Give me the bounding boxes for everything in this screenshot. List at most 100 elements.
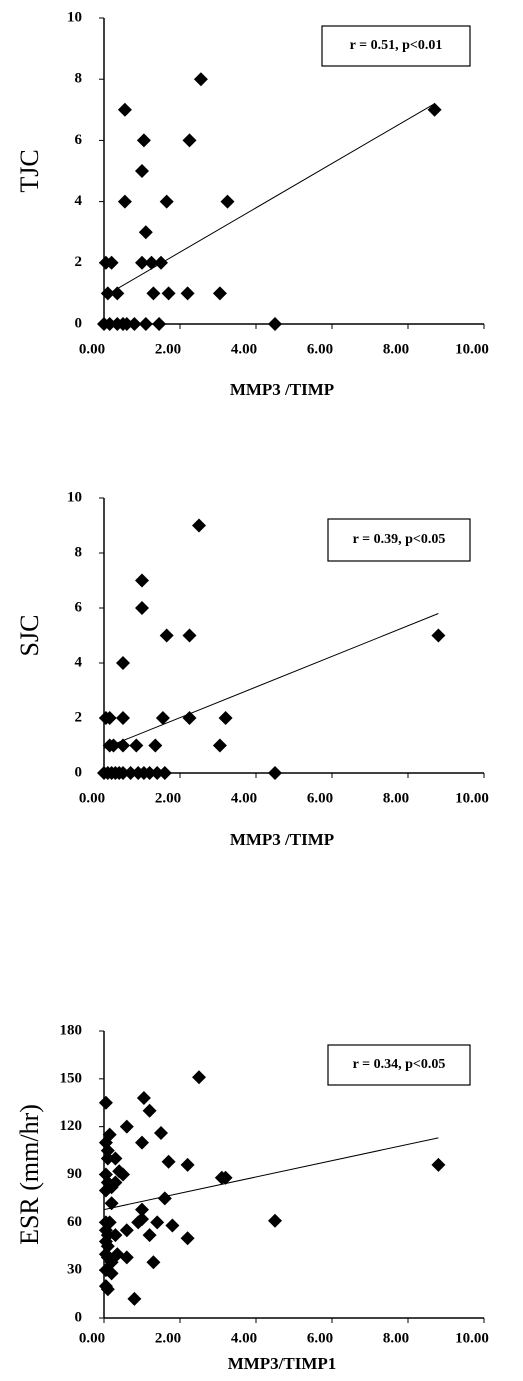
x-axis-title: MMP3 /TIMP [230, 830, 334, 849]
y-tick-label: 0 [75, 315, 83, 331]
point [212, 286, 227, 301]
y-tick-label: 4 [75, 654, 83, 670]
point [193, 72, 208, 87]
point [218, 711, 233, 725]
point [117, 102, 132, 117]
y-tick-label: 10 [67, 489, 82, 505]
y-tick-label: 6 [75, 599, 83, 615]
annotation: r = 0.39, p<0.05 [353, 532, 446, 547]
point [152, 317, 167, 331]
point [104, 255, 119, 270]
point [104, 1196, 119, 1211]
point [159, 194, 174, 209]
point [146, 286, 161, 301]
x-tick-label: 0.00 [79, 1330, 105, 1346]
x-tick-label: 4.00 [231, 790, 257, 806]
y-axis-title: SJC [15, 615, 44, 657]
annotation: r = 0.51, p<0.01 [350, 38, 443, 53]
point [117, 194, 132, 209]
point [192, 1070, 206, 1085]
point [136, 1090, 151, 1105]
point [98, 1095, 113, 1110]
point [165, 1218, 180, 1233]
x-tick-label: 2.00 [155, 1330, 181, 1346]
x-tick-label: 0.00 [79, 790, 105, 806]
point [268, 317, 282, 331]
x-tick-label: 4.00 [231, 1330, 257, 1346]
point [135, 1135, 149, 1150]
point [116, 738, 130, 753]
y-tick-label: 10 [67, 9, 82, 25]
point [144, 255, 159, 270]
point [127, 317, 142, 331]
point [142, 1228, 157, 1243]
x-tick-label: 8.00 [383, 1330, 409, 1346]
point [135, 1212, 149, 1227]
point [150, 766, 165, 780]
y-tick-label: 8 [75, 71, 83, 87]
point [119, 1119, 134, 1134]
point [138, 317, 153, 331]
point [142, 766, 157, 780]
y-tick-label: 30 [67, 1262, 82, 1278]
point [135, 601, 149, 615]
point [427, 102, 442, 117]
point [182, 711, 197, 725]
point [182, 628, 197, 643]
point [135, 1202, 149, 1217]
x-tick-label: 6.00 [307, 790, 333, 806]
annotation-box [327, 518, 471, 562]
point [154, 255, 168, 270]
point [102, 317, 117, 331]
x-tick-label: 6.00 [307, 1330, 333, 1346]
point [116, 711, 130, 725]
point [108, 1175, 123, 1190]
point [102, 1215, 117, 1230]
y-tick-label: 90 [67, 1166, 82, 1182]
point [431, 1157, 446, 1172]
point [135, 164, 149, 178]
point [116, 766, 130, 780]
y-tick-label: 0 [75, 1309, 83, 1325]
x-tick-label: 4.00 [231, 341, 257, 357]
y-tick-label: 6 [75, 132, 83, 148]
point [119, 1223, 134, 1238]
point [119, 317, 134, 331]
point [159, 628, 174, 643]
point [100, 1282, 115, 1297]
point [135, 573, 149, 588]
point [108, 1228, 123, 1243]
y-axis-title: ESR (mm/hr) [15, 1104, 44, 1245]
point [104, 1266, 119, 1281]
annotation: r = 0.34, p<0.05 [353, 1057, 446, 1072]
point [136, 133, 151, 148]
point [157, 1191, 172, 1206]
trendline [103, 613, 439, 749]
point [180, 286, 195, 301]
point [155, 711, 170, 725]
point [180, 1157, 195, 1172]
point [123, 766, 138, 780]
point [431, 628, 446, 643]
point [148, 738, 163, 753]
point [102, 711, 117, 725]
y-tick-label: 2 [75, 254, 83, 270]
point [110, 286, 125, 301]
point [116, 1167, 130, 1182]
trendline [103, 1137, 439, 1211]
x-tick-label: 10.00 [455, 1330, 489, 1346]
y-tick-label: 120 [60, 1118, 83, 1134]
x-tick-label: 0.00 [79, 341, 105, 357]
x-tick-label: 2.00 [155, 790, 181, 806]
point [106, 738, 121, 753]
point [268, 766, 282, 780]
point [119, 1250, 134, 1265]
point [108, 1151, 123, 1166]
point [102, 1127, 117, 1142]
x-tick-label: 6.00 [307, 341, 333, 357]
point [192, 518, 206, 533]
point [180, 1231, 195, 1246]
y-tick-label: 180 [60, 1022, 83, 1038]
point [116, 656, 130, 670]
